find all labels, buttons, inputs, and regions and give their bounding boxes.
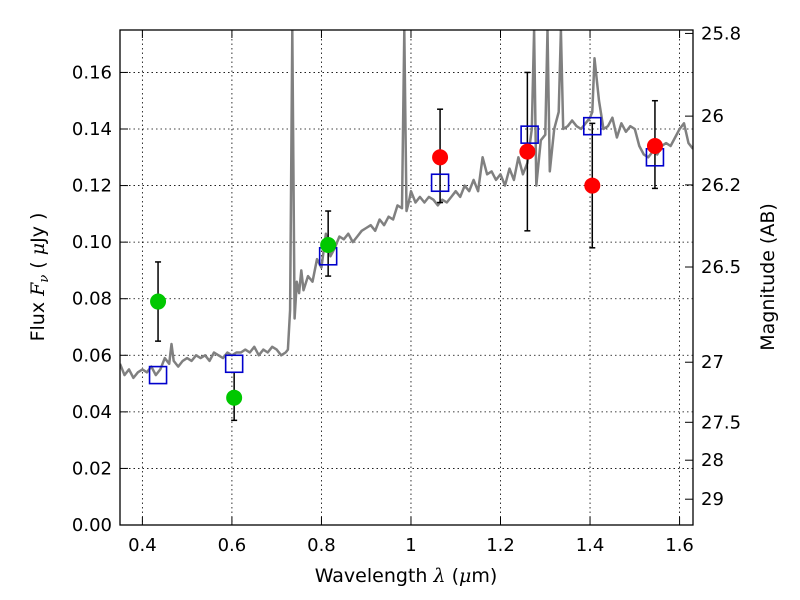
- plot-frame: [119, 29, 694, 526]
- observed-photometry-point: [584, 177, 601, 194]
- right-tick-label: 25.8: [701, 23, 741, 44]
- x-tick-label: 0.8: [307, 535, 336, 556]
- x-tick-label: 1: [405, 535, 416, 556]
- right-tick-label: 27.5: [701, 412, 741, 433]
- y-tick-label: 0.06: [72, 345, 112, 366]
- observed-photometry-point: [519, 143, 536, 160]
- observed-photometry-point: [432, 149, 449, 166]
- y-axis-ticks: 0.00 0.02 0.04 0.06 0.08 0.10 0.12 0.14 0.16: [72, 62, 128, 536]
- right-axis-ticks: 25.8 26 26.2 26.5 27 27.5 28 29: [685, 23, 741, 510]
- x-axis-title: Wavelength λ (μm): [315, 565, 498, 587]
- y-tick-label: 0.08: [72, 289, 112, 310]
- plot-area: [120, 30, 693, 525]
- y-tick-label: 0.16: [72, 62, 112, 83]
- x-tick-label: 1.6: [665, 535, 694, 556]
- right-tick-label: 27: [701, 352, 724, 373]
- y-tick-label: 0.12: [72, 176, 112, 197]
- right-tick-label: 26.5: [701, 257, 741, 278]
- model-photometry-square: [582, 116, 602, 136]
- y-tick-label: 0.04: [72, 402, 112, 423]
- model-photometry-square: [430, 173, 450, 193]
- x-tick-label: 0.6: [218, 535, 247, 556]
- spectrum-line: [120, 30, 693, 380]
- observed-photometry-point: [646, 137, 663, 154]
- right-axis-title: Magnitude (AB): [757, 203, 779, 351]
- right-tick-label: 26.2: [701, 175, 741, 196]
- y-tick-label: 0.10: [72, 232, 112, 253]
- y-tick-label: 0.00: [72, 515, 112, 536]
- x-axis-ticks: 0.4 0.6 0.8 1 1.2 1.4 1.6: [128, 30, 694, 556]
- observed-photometry-point: [150, 293, 167, 310]
- model-photometry-square: [520, 125, 539, 144]
- model-points: [148, 116, 665, 385]
- right-tick-label: 29: [701, 489, 724, 510]
- y-tick-label: 0.14: [72, 119, 112, 140]
- x-tick-label: 1.4: [576, 535, 605, 556]
- right-tick-label: 26: [701, 106, 724, 127]
- observed-photometry-point: [320, 236, 337, 253]
- observed-points: [150, 137, 663, 406]
- observed-photometry-point: [226, 389, 243, 406]
- model-photometry-square: [148, 365, 168, 385]
- model-photometry-square: [224, 354, 244, 374]
- right-tick-label: 28: [701, 450, 724, 471]
- y-axis-title: Flux Fν ( μJy ): [27, 213, 52, 342]
- x-tick-label: 1.2: [486, 535, 515, 556]
- y-tick-label: 0.02: [72, 458, 112, 479]
- x-tick-label: 0.4: [128, 535, 157, 556]
